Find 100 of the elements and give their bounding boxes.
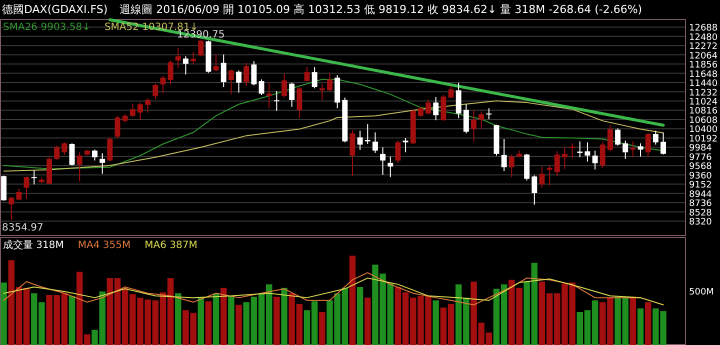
candlestick bbox=[440, 94, 446, 122]
bar bbox=[630, 296, 636, 345]
bar bbox=[349, 256, 356, 345]
y-tick-label: 9152 bbox=[689, 180, 712, 191]
text: 500M bbox=[689, 288, 714, 298]
candlestick bbox=[319, 83, 325, 101]
y-tick-label: 10400 bbox=[689, 125, 718, 136]
text: MA4 355M bbox=[78, 240, 131, 251]
candlestick bbox=[622, 140, 628, 160]
bar bbox=[274, 296, 280, 345]
candlestick bbox=[607, 124, 613, 152]
candlestick bbox=[562, 146, 568, 170]
candlestick bbox=[168, 60, 174, 85]
bar bbox=[175, 293, 182, 345]
candlestick bbox=[92, 149, 98, 162]
y-tick-label: 10816 bbox=[689, 106, 718, 117]
bar bbox=[220, 288, 227, 345]
candlestick bbox=[478, 111, 484, 130]
candlestick bbox=[244, 62, 250, 86]
y-tick-label: 8736 bbox=[689, 199, 712, 210]
y-tick-label: 9776 bbox=[689, 152, 712, 163]
candlestick bbox=[395, 140, 401, 164]
candlestick bbox=[251, 60, 257, 86]
candlestick bbox=[357, 130, 363, 150]
candlestick bbox=[100, 152, 106, 174]
candlestick bbox=[652, 130, 658, 146]
bar bbox=[0, 282, 7, 345]
bar bbox=[281, 288, 288, 345]
candlestick bbox=[274, 90, 280, 112]
y-tick-label: 11440 bbox=[689, 79, 718, 90]
annotation: 8354.97 bbox=[2, 222, 44, 234]
candlestick bbox=[486, 108, 492, 120]
candlestick bbox=[220, 54, 226, 88]
candlestick bbox=[114, 115, 120, 139]
bar bbox=[68, 296, 76, 345]
candlestick bbox=[296, 86, 302, 119]
candlestick bbox=[152, 83, 158, 100]
candlestick bbox=[577, 140, 583, 158]
chart-subtitle: 週線圖 2016/06/09 開 10105.09 高 10312.53 低 9819.12 收 9834.62↓ 量 318M -268.64 (-2.66%) bbox=[120, 3, 642, 16]
y-tick-label: 12272 bbox=[689, 42, 718, 52]
candlestick bbox=[182, 56, 188, 75]
candlestick bbox=[645, 132, 651, 158]
candlestick bbox=[660, 132, 666, 156]
y-tick-label: 12688 bbox=[689, 24, 718, 34]
candlestick bbox=[418, 106, 424, 118]
chart-title: 德國DAX(GDAXI.FS) bbox=[2, 3, 108, 16]
series-label: 成交量 318M bbox=[3, 239, 64, 251]
candlestick bbox=[554, 150, 560, 177]
y-tick-label: 10608 bbox=[689, 116, 718, 126]
candlestick bbox=[8, 196, 14, 220]
candlestick bbox=[76, 152, 82, 182]
y-tick-label: 8944 bbox=[689, 190, 712, 200]
candlestick bbox=[372, 132, 378, 154]
bar bbox=[236, 304, 242, 345]
candlestick bbox=[198, 40, 204, 57]
candlestick bbox=[312, 66, 318, 89]
text: MA6 387M bbox=[144, 240, 198, 251]
candlestick bbox=[380, 146, 386, 176]
candlestick bbox=[130, 103, 136, 118]
bar bbox=[644, 302, 652, 345]
candlestick bbox=[471, 110, 476, 142]
candlestick bbox=[236, 70, 242, 94]
candlestick bbox=[463, 104, 469, 134]
candlestick bbox=[145, 98, 151, 114]
y-tick-label: 12064 bbox=[689, 51, 718, 62]
candlestick bbox=[426, 99, 432, 115]
y-tick-label: 8320 bbox=[689, 218, 712, 228]
candlestick bbox=[16, 188, 22, 201]
candlestick bbox=[304, 66, 310, 82]
candlestick bbox=[388, 156, 394, 178]
y-tick-label: 12480 bbox=[689, 32, 718, 43]
y-tick-label: 11856 bbox=[689, 60, 718, 71]
y-tick-label: 11648 bbox=[689, 70, 718, 80]
bar bbox=[198, 298, 204, 345]
candlestick bbox=[532, 174, 538, 206]
candlestick bbox=[54, 145, 60, 160]
candlestick bbox=[62, 142, 68, 156]
candlestick bbox=[228, 68, 234, 95]
bar bbox=[212, 293, 220, 345]
candlestick bbox=[570, 142, 576, 158]
text: SMA26 9903.58↓ bbox=[3, 22, 90, 33]
bar bbox=[319, 312, 326, 345]
candlestick bbox=[433, 96, 439, 121]
y-tick-label: 9568 bbox=[689, 162, 712, 172]
candlestick bbox=[350, 130, 356, 177]
candlestick bbox=[107, 136, 113, 162]
candlestick bbox=[501, 138, 507, 172]
candlestick bbox=[175, 47, 181, 68]
bar bbox=[205, 301, 212, 345]
y-tick-label: 11232 bbox=[689, 88, 718, 98]
candlestick bbox=[258, 78, 264, 96]
candlestick bbox=[69, 142, 75, 166]
candlestick bbox=[160, 76, 166, 94]
candlestick bbox=[600, 142, 606, 168]
candlestick bbox=[508, 154, 514, 178]
y-tick-label: 11024 bbox=[689, 98, 718, 108]
candlestick bbox=[31, 170, 37, 185]
candlestick bbox=[289, 82, 295, 108]
candlestick bbox=[456, 82, 462, 119]
y-tick-label: 9984 bbox=[689, 144, 712, 154]
